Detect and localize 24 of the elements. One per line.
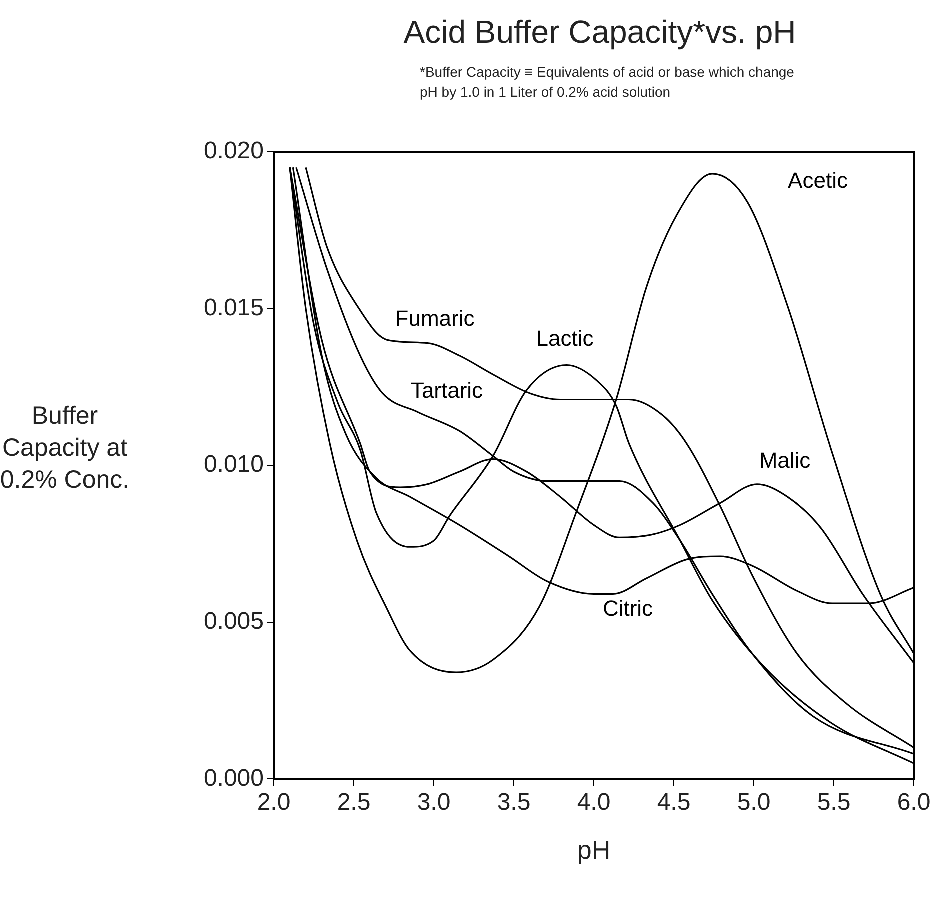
series-label: Lactic [536, 326, 594, 352]
chart-subtitle: *Buffer Capacity ≡ Equivalents of acid or base which change pH by 1.0 in 1 Liter of 0.2% acid solution [420, 63, 796, 102]
chart-title: Acid Buffer Capacity*vs. pH [402, 14, 798, 51]
y-tick-label: 0.005 [204, 608, 264, 636]
series-label: Malic [759, 448, 811, 474]
series-label: Citric [602, 596, 654, 622]
y-tick-label: 0.010 [204, 451, 264, 478]
x-axis-title: pH [576, 835, 612, 866]
series-label: Tartaric [410, 378, 484, 404]
x-tick-label: 6.0 [897, 789, 931, 816]
x-tick-label: 2.0 [257, 789, 291, 816]
y-axis-title: Buffer Capacity at 0.2% Conc. [0, 401, 130, 496]
series-label: Acetic [788, 168, 848, 194]
y-tick-label: 0.020 [204, 138, 264, 165]
series-label: Fumaric [395, 306, 475, 332]
x-tick-label: 4.0 [577, 789, 611, 816]
x-tick-label: 5.5 [817, 789, 851, 816]
x-tick-label: 4.5 [657, 789, 691, 816]
x-tick-label: 3.5 [497, 789, 531, 816]
x-tick-label: 5.0 [737, 789, 771, 816]
y-tick-label: 0.000 [204, 764, 264, 792]
x-tick-label: 2.5 [337, 789, 371, 816]
x-tick-label: 3.0 [417, 789, 451, 816]
y-tick-label: 0.015 [204, 294, 264, 322]
